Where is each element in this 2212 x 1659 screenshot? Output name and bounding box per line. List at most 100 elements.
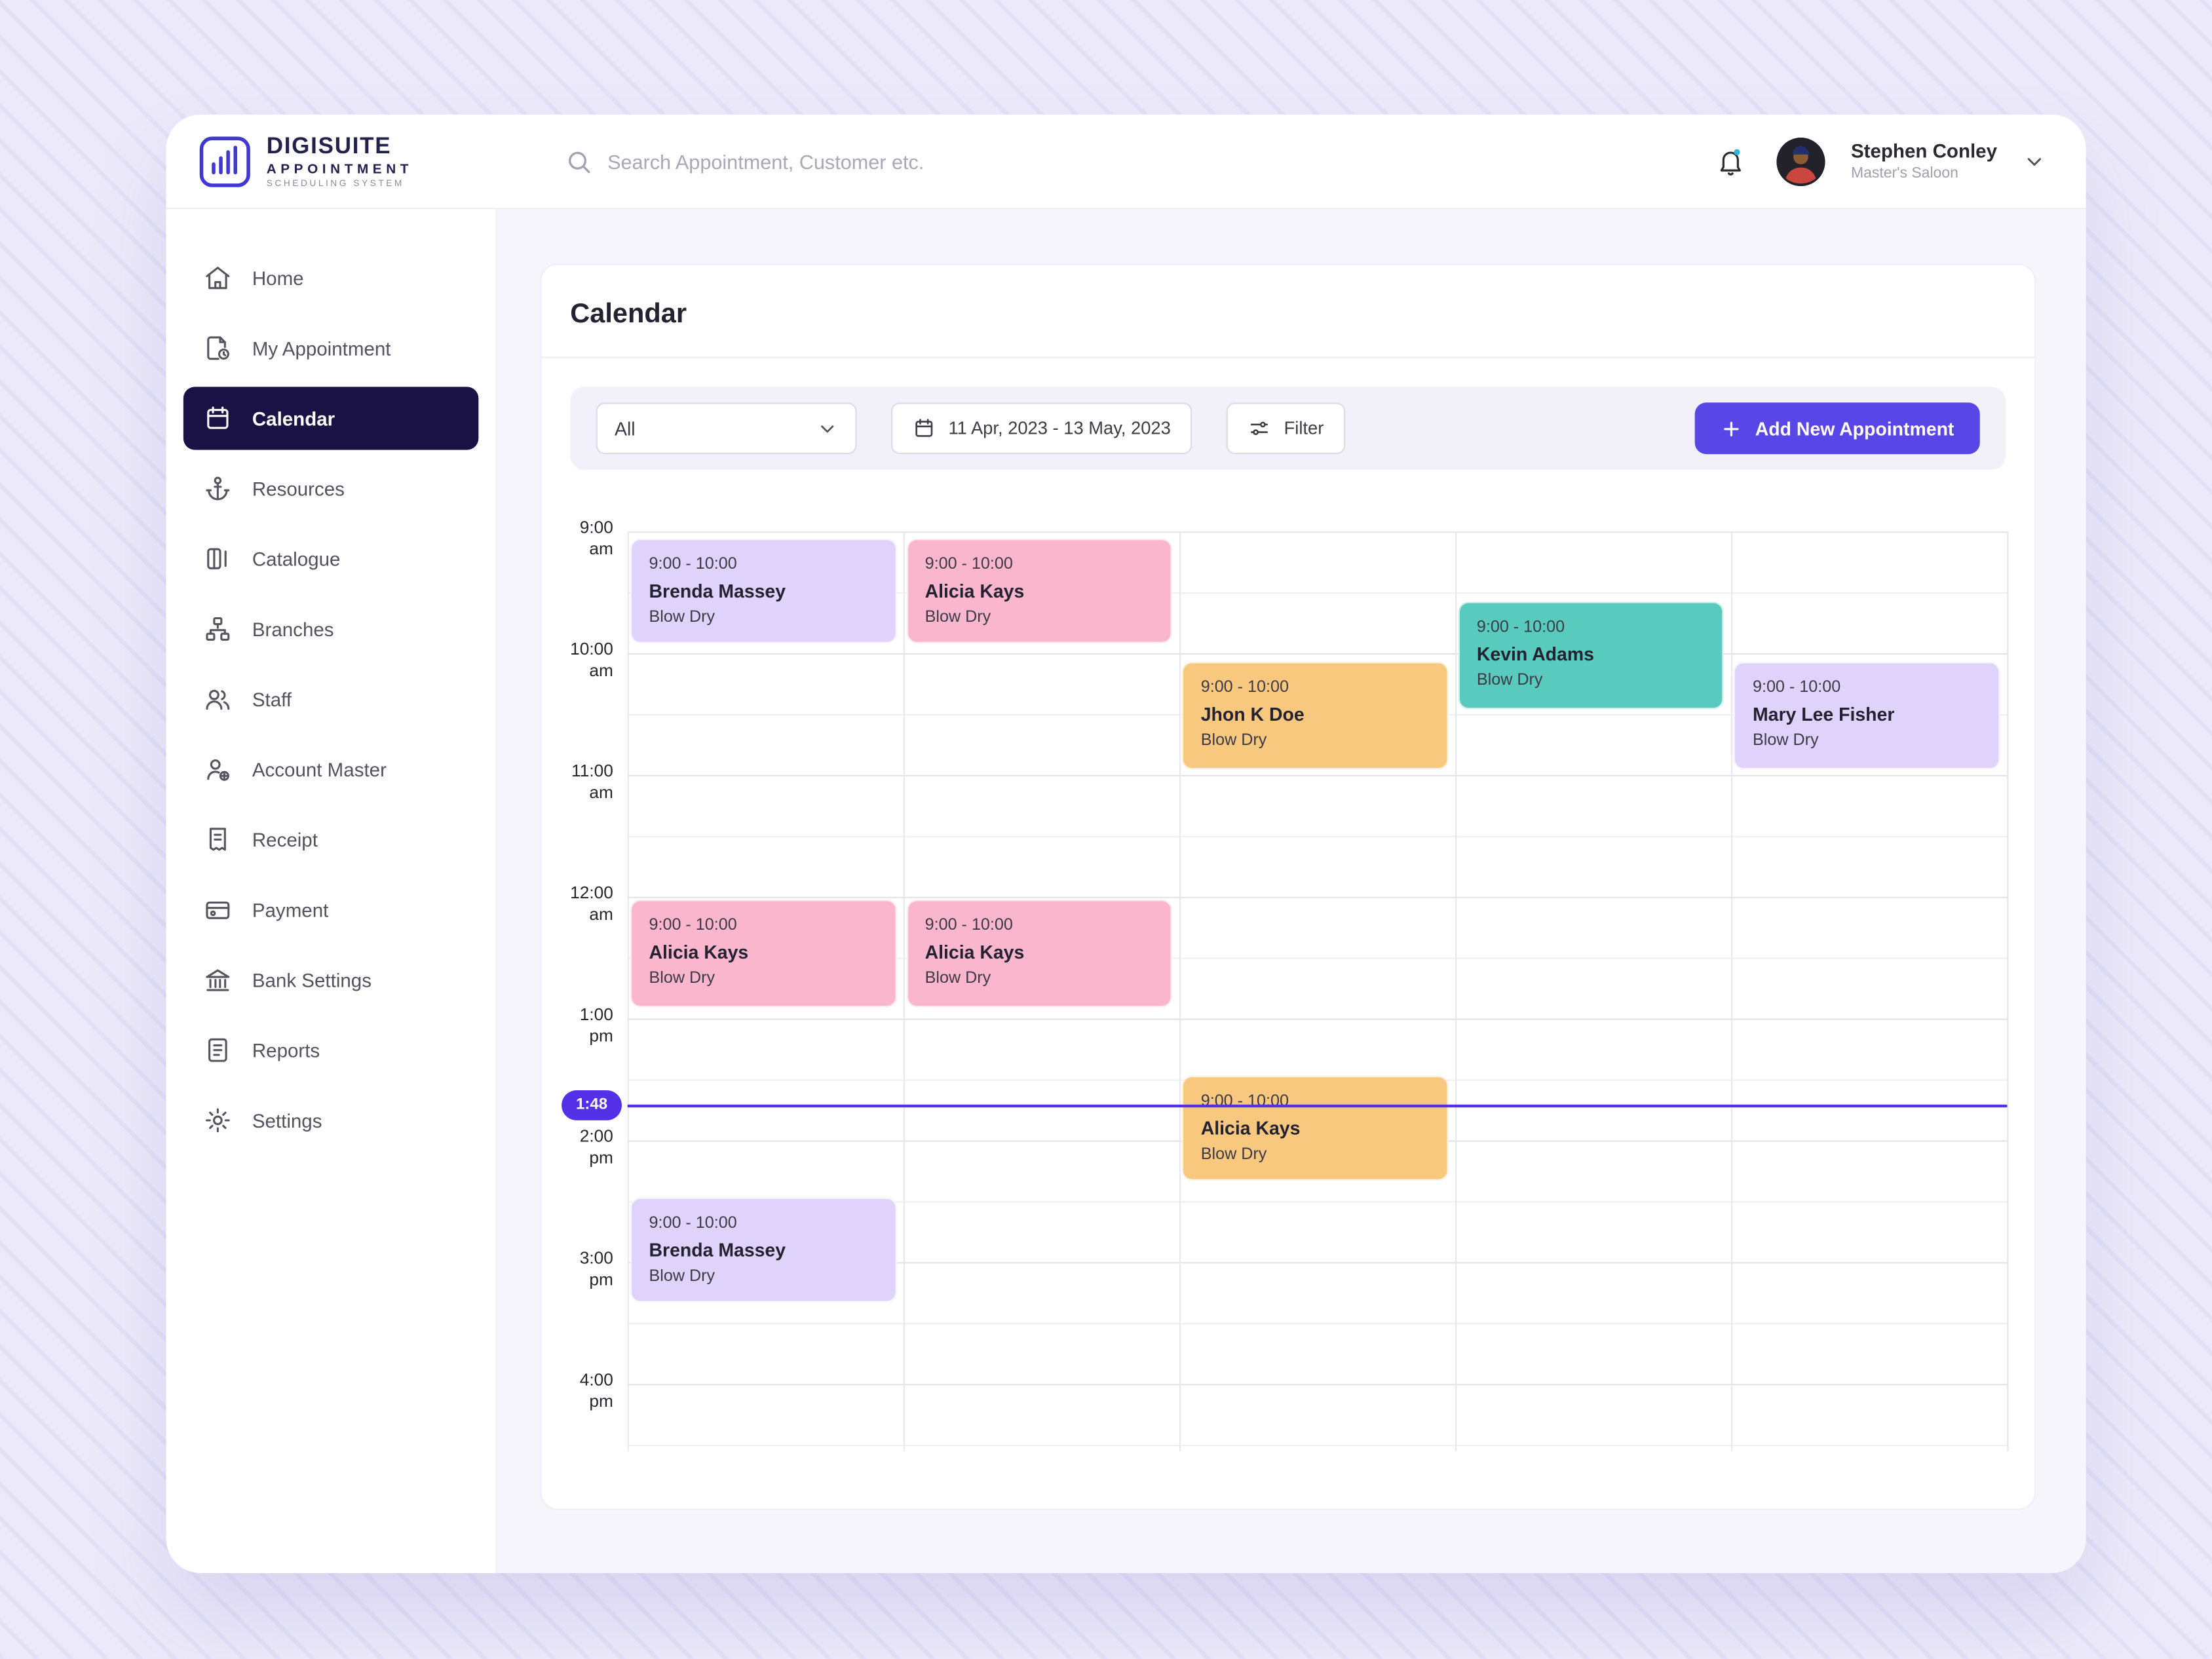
page-title: Calendar — [570, 299, 687, 330]
avatar[interactable] — [1776, 136, 1825, 186]
sidebar-item-settings[interactable]: Settings — [183, 1089, 478, 1152]
user-role: Master's Saloon — [1850, 164, 1958, 182]
calendar-event[interactable]: 9:00 - 10:00 Alicia Kays Blow Dry — [1182, 1076, 1449, 1181]
event-service: Blow Dry — [1752, 732, 1819, 750]
time-label: 2:00 pm — [579, 1126, 613, 1168]
calendar-event[interactable]: 9:00 - 10:00 Alicia Kays Blow Dry — [906, 900, 1172, 1007]
sidebar-item-staff[interactable]: Staff — [183, 668, 478, 731]
brand-name: DIGISUITE — [266, 134, 392, 159]
time-label: 3:00 pm — [579, 1248, 613, 1289]
event-service: Blow Dry — [925, 970, 991, 987]
sidebar-item-label: Account Master — [252, 758, 387, 780]
filter-label: Filter — [1284, 418, 1324, 439]
sidebar-item-my-appointment[interactable]: My Appointment — [183, 316, 478, 379]
user-menu[interactable]: Stephen Conley Master's Saloon — [1851, 140, 1997, 181]
catalogue-icon — [203, 544, 232, 573]
event-service: Blow Dry — [925, 608, 991, 626]
time-label: 12:00 am — [570, 882, 613, 925]
date-range-label: 11 Apr, 2023 - 13 May, 2023 — [948, 418, 1171, 439]
event-customer-name: Jhon K Doe — [1200, 704, 1305, 725]
settings-icon — [203, 1106, 232, 1135]
sidebar-item-resources[interactable]: Resources — [183, 457, 478, 520]
divider — [541, 356, 2034, 358]
sidebar-item-label: Calendar — [252, 408, 335, 429]
sidebar: Home My Appointment — [166, 209, 497, 1573]
home-icon — [203, 263, 232, 292]
search-icon — [564, 147, 593, 176]
category-select-value: All — [615, 417, 636, 440]
event-time: 9:00 - 10:00 — [649, 1215, 737, 1232]
time-label: 4:00 pm — [579, 1369, 613, 1411]
filter-sliders-icon — [1248, 417, 1271, 440]
calendar-event[interactable]: 9:00 - 10:00 Kevin Adams Blow Dry — [1458, 601, 1725, 709]
sidebar-item-label: Settings — [252, 1109, 322, 1132]
event-customer-name: Alicia Kays — [1200, 1118, 1301, 1139]
event-time: 9:00 - 10:00 — [1476, 619, 1565, 636]
add-appointment-label: Add New Appointment — [1755, 417, 1955, 440]
calendar-event[interactable]: 9:00 - 10:00 Jhon K Doe Blow Dry — [1182, 662, 1449, 770]
sidebar-item-bank-settings[interactable]: Bank Settings — [183, 948, 478, 1011]
anchor-icon — [203, 474, 232, 503]
event-service: Blow Dry — [1476, 671, 1543, 689]
sidebar-item-label: Resources — [252, 478, 345, 500]
calendar-icon — [203, 404, 232, 433]
event-time: 9:00 - 10:00 — [925, 555, 1013, 573]
sidebar-item-payment[interactable]: Payment — [183, 878, 478, 941]
top-header: DIGISUITE APPOINTMENT SCHEDULING SYSTEM — [166, 114, 2086, 210]
calendar-card: Calendar All — [540, 263, 2036, 1510]
search-input[interactable] — [607, 149, 1210, 173]
calendar-event[interactable]: 9:00 - 10:00 Mary Lee Fisher Blow Dry — [1734, 662, 2000, 770]
calendar-small-icon — [913, 417, 936, 440]
staff-icon — [203, 685, 232, 714]
category-select[interactable]: All — [596, 402, 857, 455]
current-time-line: 1:48 — [562, 1089, 2008, 1120]
event-service: Blow Dry — [649, 1268, 715, 1286]
event-service: Blow Dry — [1200, 732, 1267, 750]
sidebar-item-label: Home — [252, 267, 304, 289]
brand-line3: SCHEDULING SYSTEM — [266, 178, 404, 189]
event-customer-name: Brenda Massey — [649, 1239, 786, 1261]
sidebar-item-catalogue[interactable]: Catalogue — [183, 527, 478, 590]
sidebar-item-receipt[interactable]: Receipt — [183, 808, 478, 871]
reports-icon — [203, 1036, 232, 1065]
event-time: 9:00 - 10:00 — [925, 917, 1013, 934]
sidebar-item-calendar[interactable]: Calendar — [183, 387, 479, 450]
calendar-toolbar: All 11 Apr, 2023 - 13 May, 20 — [570, 387, 2006, 470]
time-label: 10:00 am — [570, 639, 613, 681]
current-time-pill: 1:48 — [562, 1089, 622, 1120]
event-time: 9:00 - 10:00 — [1200, 1093, 1289, 1111]
add-appointment-button[interactable]: Add New Appointment — [1694, 402, 1980, 455]
calendar-event[interactable]: 9:00 - 10:00 Alicia Kays Blow Dry — [630, 900, 896, 1007]
search-bar — [564, 147, 1710, 176]
filter-button[interactable]: Filter — [1227, 402, 1346, 455]
bank-icon — [203, 966, 232, 995]
sidebar-item-label: Bank Settings — [252, 969, 372, 991]
event-customer-name: Kevin Adams — [1476, 643, 1594, 665]
chevron-down-icon[interactable] — [2023, 149, 2046, 172]
plus-icon — [1721, 417, 1742, 439]
date-range-button[interactable]: 11 Apr, 2023 - 13 May, 2023 — [891, 402, 1192, 455]
time-label: 1:00 pm — [579, 1004, 613, 1046]
sidebar-item-home[interactable]: Home — [183, 246, 478, 309]
calendar-event[interactable]: 9:00 - 10:00 Brenda Massey Blow Dry — [630, 538, 896, 644]
time-gutter: 9:00 am 10:00 am 11:00 am 12:00 am 1:00 pm 2:00 pm 3… — [542, 517, 628, 1451]
event-time: 9:00 - 10:00 — [649, 917, 737, 934]
sidebar-item-label: Catalogue — [252, 548, 341, 570]
app-window: DIGISUITE APPOINTMENT SCHEDULING SYSTEM — [166, 114, 2086, 1573]
calendar-event[interactable]: 9:00 - 10:00 Alicia Kays Blow Dry — [906, 538, 1172, 644]
sidebar-item-reports[interactable]: Reports — [183, 1019, 478, 1082]
app-logo: DIGISUITE APPOINTMENT SCHEDULING SYSTEM — [198, 134, 539, 189]
sidebar-item-branches[interactable]: Branches — [183, 598, 478, 660]
calendar-view: 9:00 am 10:00 am 11:00 am 12:00 am 1:00 pm 2:00 pm 3… — [542, 517, 2009, 1508]
event-service: Blow Dry — [649, 608, 715, 626]
payment-icon — [203, 896, 232, 925]
chevron-down-icon — [816, 417, 838, 439]
sidebar-item-account-master[interactable]: Account Master — [183, 738, 478, 801]
event-service: Blow Dry — [1200, 1146, 1267, 1164]
sidebar-item-label: Reports — [252, 1039, 320, 1061]
calendar-event[interactable]: 9:00 - 10:00 Brenda Massey Blow Dry — [630, 1198, 896, 1303]
event-time: 9:00 - 10:00 — [649, 555, 737, 573]
event-time: 9:00 - 10:00 — [1200, 679, 1289, 697]
brand-line2: APPOINTMENT — [266, 161, 413, 178]
notification-bell-icon[interactable] — [1711, 141, 1751, 181]
